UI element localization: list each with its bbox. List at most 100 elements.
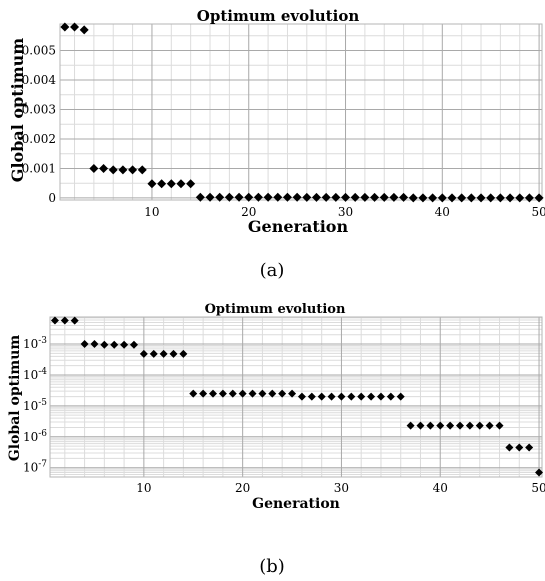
data-point: [475, 421, 484, 430]
data-point: [90, 340, 99, 349]
data-point: [120, 340, 129, 349]
data-point: [406, 421, 415, 430]
y-tick-labels: 10-7 10-6 10-5 10-4 10-3: [23, 336, 47, 475]
y-tick-label: 10-6: [23, 429, 47, 444]
data-point: [149, 349, 158, 358]
x-tick-label: 10: [136, 481, 151, 495]
data-point: [118, 165, 128, 175]
x-tick-label: 10: [144, 205, 159, 219]
chart-title: Optimum evolution: [205, 302, 346, 317]
data-point: [389, 192, 399, 202]
data-point: [399, 192, 409, 202]
x-tick-labels: 10 20 30 40 50: [144, 205, 545, 219]
x-tick-label: 20: [241, 205, 256, 219]
data-point: [238, 389, 247, 398]
x-tick-label: 50: [531, 205, 545, 219]
y-tick-label: 0.005: [22, 44, 56, 58]
gridlines: [60, 24, 542, 200]
x-tick-label: 30: [338, 205, 353, 219]
data-point: [169, 349, 178, 358]
data-point: [437, 193, 447, 203]
data-point: [258, 389, 267, 398]
data-point: [321, 192, 331, 202]
data-point: [205, 192, 215, 202]
data-point: [370, 192, 380, 202]
data-point: [456, 421, 464, 430]
data-point: [505, 193, 515, 203]
data-point: [129, 340, 138, 349]
data-point: [263, 192, 273, 202]
data-point: [89, 163, 99, 173]
data-point: [341, 192, 351, 202]
data-point: [99, 163, 109, 173]
data-point: [426, 421, 435, 430]
data-point: [357, 392, 366, 401]
x-axis-title: Generation: [248, 217, 349, 236]
data-point: [224, 192, 234, 202]
x-tick-labels: 10 20 30 40 50: [136, 481, 545, 495]
x-tick-label: 30: [334, 481, 349, 495]
data-point: [282, 192, 292, 202]
data-point: [248, 389, 257, 398]
data-point: [446, 421, 455, 430]
data-point: [199, 389, 208, 398]
data-point: [515, 443, 524, 452]
data-point: [209, 389, 218, 398]
data-point: [70, 316, 79, 325]
data-point: [288, 389, 297, 398]
data-point: [297, 392, 306, 401]
data-point: [128, 165, 138, 175]
data-point: [408, 193, 418, 203]
data-point: [311, 192, 321, 202]
y-axis-title: Global optimum: [8, 38, 27, 183]
data-point: [253, 192, 263, 202]
data-point: [386, 392, 395, 401]
data-point: [307, 392, 316, 401]
data-point: [347, 392, 356, 401]
x-tick-label: 40: [433, 481, 448, 495]
data-point: [195, 192, 205, 202]
x-tick-label: 20: [235, 481, 250, 495]
data-point: [215, 192, 225, 202]
data-point: [80, 340, 89, 349]
data-point: [486, 193, 496, 203]
y-tick-label: 0.001: [22, 161, 56, 175]
y-tick-label: 0.002: [22, 132, 56, 146]
y-tick-label: 10-5: [23, 398, 47, 413]
data-point: [166, 179, 176, 189]
data-point: [367, 392, 376, 401]
data-point: [278, 389, 287, 398]
data-point: [466, 193, 476, 203]
data-point: [485, 421, 494, 430]
data-point: [379, 192, 389, 202]
y-tick-label: 10-7: [23, 460, 47, 475]
data-point: [515, 193, 525, 203]
data-point: [465, 421, 474, 430]
data-point: [189, 389, 198, 398]
data-point: [337, 392, 346, 401]
data-point: [159, 349, 168, 358]
data-point: [331, 192, 341, 202]
data-point: [495, 421, 504, 430]
data-point: [457, 193, 467, 203]
data-point: [418, 193, 428, 203]
chart-panel-b: 10-7 10-6 10-5 10-4 10-3 10 20 30 40 50 Optimum …: [7, 302, 545, 577]
data-point: [60, 316, 69, 325]
data-point: [447, 193, 457, 203]
data-point: [416, 421, 425, 430]
y-tick-labels: 0 0.001 0.002 0.003 0.004 0.005: [22, 44, 57, 205]
data-point: [100, 340, 109, 349]
y-tick-label: 10-3: [23, 336, 47, 351]
panel-caption: (a): [260, 260, 285, 281]
plot-frame: [59, 23, 543, 201]
data-point: [179, 349, 188, 358]
data-point: [428, 193, 438, 203]
x-tick-label: 40: [435, 205, 450, 219]
data-point: [186, 179, 196, 189]
data-point: [534, 193, 544, 203]
y-tick-label: 0.004: [22, 73, 57, 87]
data-point: [139, 349, 148, 358]
data-point: [137, 165, 147, 175]
data-point: [327, 392, 336, 401]
